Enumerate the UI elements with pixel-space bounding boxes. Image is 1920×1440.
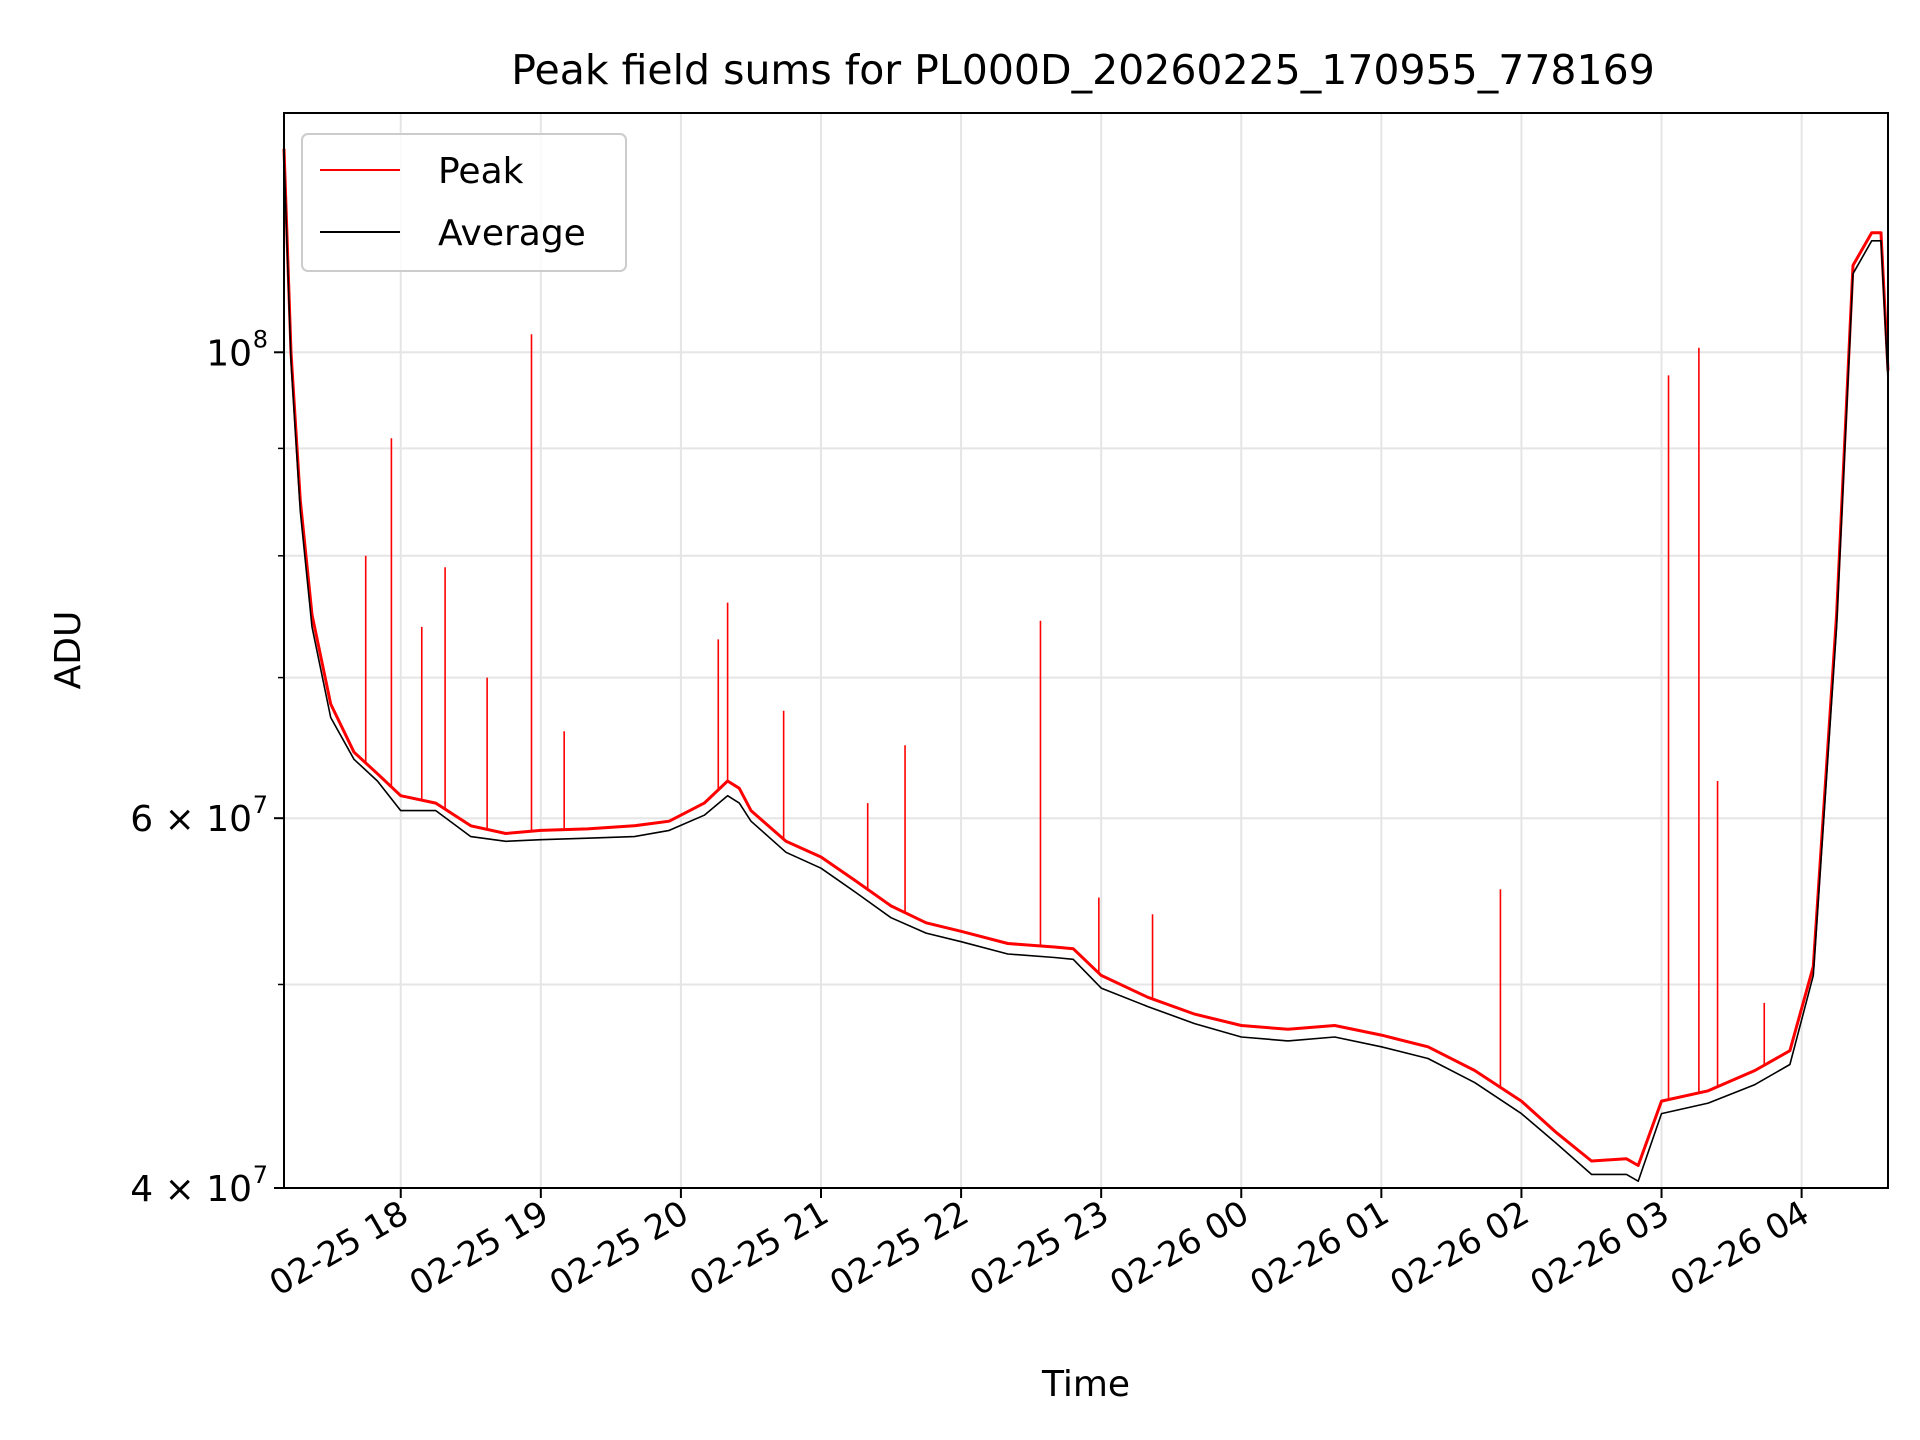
x-tick-label: 02-25 23 xyxy=(963,1193,1115,1304)
x-tick-label: 02-25 19 xyxy=(403,1193,555,1304)
x-tick-label: 02-25 22 xyxy=(823,1193,975,1304)
y-tick-exponent: 7 xyxy=(253,1161,268,1189)
plot-frame xyxy=(283,112,1889,1189)
x-tick-label: 02-26 02 xyxy=(1384,1193,1536,1304)
legend-box xyxy=(301,133,627,272)
series-layer xyxy=(282,148,1890,1182)
y-tick-label: 4 × 10 xyxy=(130,1169,252,1210)
x-tick-label: 02-25 21 xyxy=(683,1193,835,1304)
x-axis-label: Time xyxy=(1041,1364,1130,1405)
legend-label-peak: Peak xyxy=(438,151,524,192)
x-tick-label: 02-25 18 xyxy=(263,1193,415,1304)
x-tick-label: 02-25 20 xyxy=(543,1193,695,1304)
series-line-average xyxy=(283,156,1889,1182)
x-tick-label: 02-26 00 xyxy=(1103,1193,1255,1304)
grid xyxy=(284,113,1888,1189)
x-tick-label: 02-26 04 xyxy=(1664,1193,1816,1304)
chart-title: Peak field sums for PL000D_20260225_1709… xyxy=(511,46,1655,94)
legend-label-average: Average xyxy=(438,213,586,254)
y-tick-exponent: 8 xyxy=(253,325,268,353)
legend: Peak Average xyxy=(301,133,627,272)
x-tick-label: 02-26 01 xyxy=(1243,1193,1395,1304)
y-tick-label: 6 × 10 xyxy=(130,799,252,840)
y-tick-exponent: 7 xyxy=(253,791,268,819)
y-tick-label: 10 xyxy=(206,333,252,374)
y-axis-label: ADU xyxy=(48,611,89,690)
x-tick-label: 02-26 03 xyxy=(1524,1193,1676,1304)
series-line-peak xyxy=(282,148,1890,1167)
